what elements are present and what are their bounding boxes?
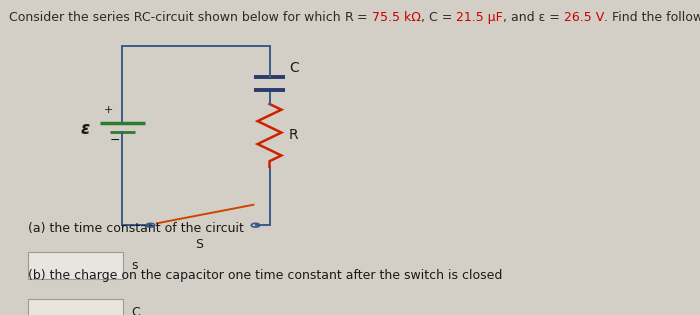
Text: , C =: , C = <box>421 11 456 24</box>
Text: C: C <box>289 61 299 75</box>
Text: =: = <box>354 11 372 24</box>
Text: S: S <box>195 238 204 251</box>
Text: ε: ε <box>80 120 90 138</box>
FancyBboxPatch shape <box>28 252 122 279</box>
Text: R: R <box>344 11 354 24</box>
Text: 21.5 μF: 21.5 μF <box>456 11 503 24</box>
Text: 26.5 V: 26.5 V <box>564 11 604 24</box>
Text: Consider the series RC-circuit shown below for which: Consider the series RC-circuit shown bel… <box>9 11 344 24</box>
Text: . Find the following.: . Find the following. <box>604 11 700 24</box>
Text: s: s <box>131 259 137 272</box>
Text: (a) the time constant of the circuit: (a) the time constant of the circuit <box>28 222 244 235</box>
Text: , and ε =: , and ε = <box>503 11 564 24</box>
Text: C: C <box>131 306 140 315</box>
Text: −: − <box>110 134 120 146</box>
Text: R: R <box>289 129 299 142</box>
Text: (b) the charge on the capacitor one time constant after the switch is closed: (b) the charge on the capacitor one time… <box>28 269 503 282</box>
FancyBboxPatch shape <box>28 299 122 315</box>
Text: 75.5 kΩ: 75.5 kΩ <box>372 11 421 24</box>
Text: +: + <box>104 105 113 115</box>
